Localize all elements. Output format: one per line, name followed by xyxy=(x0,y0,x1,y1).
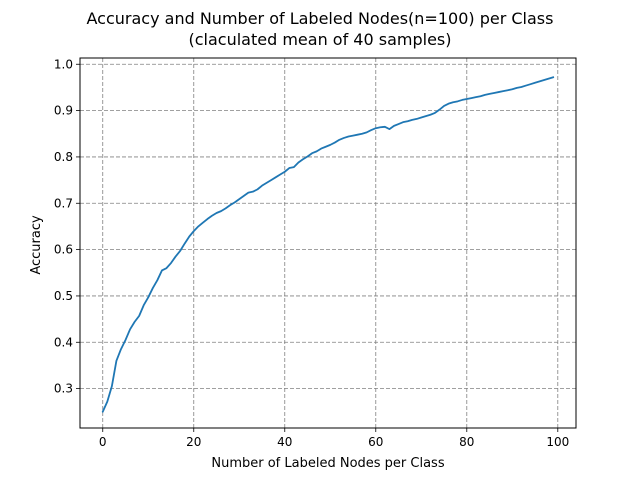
x-axis-label: Number of Labeled Nodes per Class xyxy=(211,456,444,471)
chart-title-line-1: Accuracy and Number of Labeled Nodes(n=1… xyxy=(87,9,554,28)
axis-ticks: 0 20 40 60 80 100 0.3 0.4 0.5 0.6 0.7 0.8 0.9 1.0 xyxy=(54,57,569,449)
y-tick-label: 0.3 xyxy=(54,382,73,396)
accuracy-series-line xyxy=(101,76,555,413)
y-axis-label: Accuracy xyxy=(29,215,44,275)
x-tick-label: 0 xyxy=(99,435,107,449)
y-tick-label: 0.5 xyxy=(54,289,73,303)
x-tick-label: 60 xyxy=(368,435,383,449)
y-tick-label: 0.8 xyxy=(54,150,73,164)
x-tick-label: 40 xyxy=(277,435,292,449)
series-layer xyxy=(101,76,555,413)
plot-frame xyxy=(79,57,577,429)
x-tick-label: 100 xyxy=(546,435,569,449)
y-tick-label: 0.7 xyxy=(54,196,73,210)
y-tick-label: 0.9 xyxy=(54,104,73,118)
y-tick-label: 1.0 xyxy=(54,57,73,71)
x-tick-label: 20 xyxy=(186,435,201,449)
grid-lines xyxy=(80,58,576,428)
chart-title-line-2: (claculated mean of 40 samples) xyxy=(189,30,452,49)
y-tick-label: 0.6 xyxy=(54,243,73,257)
x-tick-label: 80 xyxy=(459,435,474,449)
y-tick-label: 0.4 xyxy=(54,335,73,349)
